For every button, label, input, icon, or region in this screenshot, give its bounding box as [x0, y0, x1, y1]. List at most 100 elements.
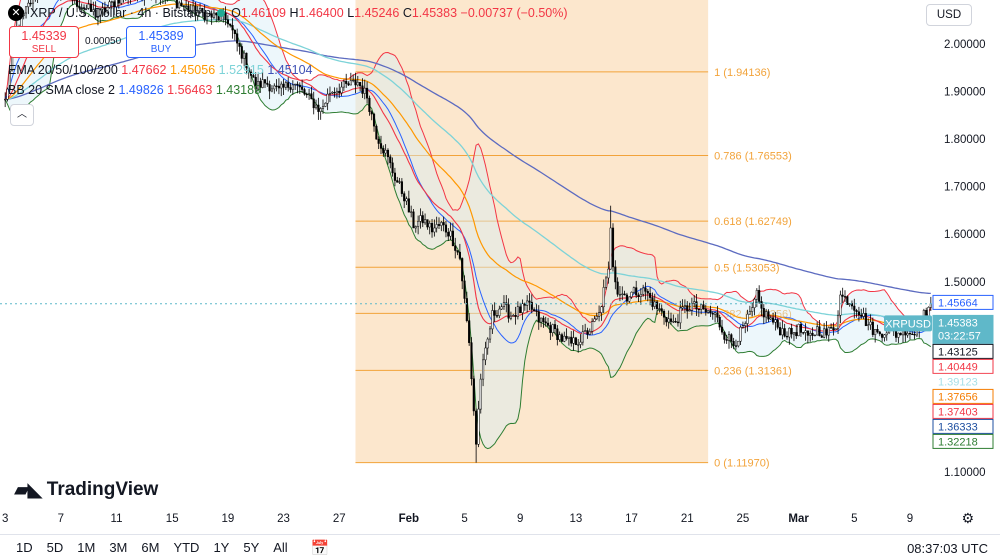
collapse-legend-chevron-up-icon[interactable]: ︿ [10, 104, 34, 126]
candle-body [881, 334, 883, 338]
candle-body [779, 327, 781, 335]
candle-body [744, 324, 746, 326]
candle-body [369, 98, 371, 112]
tradingview-logo[interactable]: ▰◣ TradingView [14, 477, 158, 502]
candle-body [563, 336, 565, 341]
candle-body [860, 315, 862, 316]
candle-body [814, 335, 816, 336]
x-tick-label: 13 [569, 513, 582, 525]
candle-body [494, 310, 496, 315]
candle-body [867, 325, 869, 326]
candle-body [450, 231, 452, 236]
candle-body [489, 329, 491, 339]
timeframe-5d[interactable]: 5D [40, 540, 71, 555]
candle-body [561, 335, 563, 342]
candle-body [452, 231, 454, 246]
candle-body [364, 88, 366, 93]
symbol-title[interactable]: XRP / U.S. Dollar · 4h · Bitstamp [30, 6, 211, 20]
bb-legend[interactable]: BB 20 SMA close 2 1.49826 1.56463 1.4318… [8, 83, 261, 97]
low-value: 1.45246 [354, 6, 399, 20]
price-tag: 1.37656 [933, 389, 993, 403]
candle-body [628, 297, 630, 301]
candle-body [410, 212, 412, 213]
candle-body [345, 81, 347, 83]
candle-body [508, 305, 510, 319]
candle-body [656, 302, 658, 309]
candle-body [823, 329, 825, 338]
candle-body [856, 310, 858, 311]
price-tag-value: 1.37656 [938, 391, 978, 403]
candle-body [603, 287, 605, 306]
gear-icon[interactable]: ⚙ [961, 510, 974, 527]
candle-body [554, 324, 556, 328]
timeframe-1m[interactable]: 1M [70, 540, 102, 555]
x-tick-label: 11 [111, 513, 123, 525]
timeframe-5y[interactable]: 5Y [236, 540, 266, 555]
candle-body [359, 82, 361, 86]
candle-body [280, 84, 282, 88]
candle-body [292, 85, 294, 90]
candle-body [294, 84, 296, 85]
candle-body [765, 312, 767, 317]
candle-body [631, 292, 633, 297]
utc-clock[interactable]: 08:37:03 UTC [907, 541, 988, 556]
candle-body [728, 335, 730, 341]
x-logo-icon[interactable]: ✕ [8, 5, 24, 21]
x-tick-label: 21 [681, 513, 694, 525]
candle-body [898, 333, 900, 337]
candle-body [679, 308, 681, 323]
candle-body [782, 328, 784, 334]
candle-body [550, 325, 552, 332]
market-open-dot-icon [217, 9, 225, 17]
candle-body [401, 182, 403, 194]
candle-body [584, 331, 586, 332]
timeframe-all[interactable]: All [266, 540, 294, 555]
candle-body [830, 327, 832, 328]
candle-body [775, 320, 777, 323]
timeframe-ytd[interactable]: YTD [166, 540, 206, 555]
candle-body [698, 309, 700, 310]
candle-body [791, 328, 793, 334]
calendar-range-icon[interactable]: 📅 [311, 539, 330, 557]
candle [798, 324, 800, 336]
candle-body [925, 310, 927, 316]
buy-button[interactable]: 1.45389 BUY [126, 26, 196, 58]
candle-body [338, 91, 340, 93]
candle-body [283, 84, 285, 87]
candle-body [408, 199, 410, 212]
timeframe-1y[interactable]: 1Y [206, 540, 236, 555]
candle-body [633, 288, 635, 293]
candle-body [635, 288, 637, 295]
sell-button[interactable]: 1.45339 SELL [9, 26, 79, 58]
candle-body [290, 88, 292, 90]
candle-body [610, 228, 612, 269]
candle-body [877, 329, 879, 332]
candle-body [608, 269, 610, 278]
timeframe-3m[interactable]: 3M [102, 540, 134, 555]
candle-body [638, 295, 640, 297]
candle-body [232, 25, 234, 30]
candle-body [826, 329, 828, 335]
candle [758, 285, 760, 304]
ema-legend[interactable]: EMA 20/50/100/200 1.47662 1.45056 1.5291… [8, 63, 313, 77]
candle-body [580, 342, 582, 344]
candle-body [445, 225, 447, 232]
candle-body [454, 246, 456, 251]
candle-body [475, 411, 477, 444]
timeframe-6m[interactable]: 6M [134, 540, 166, 555]
candle-body [800, 324, 802, 332]
candle-body [930, 304, 932, 308]
candle-body [540, 318, 542, 322]
timeframe-1d[interactable]: 1D [0, 540, 40, 555]
candle-body [355, 80, 357, 85]
candle-body [322, 107, 324, 109]
candle-body [236, 34, 238, 43]
candle [731, 333, 733, 348]
ohlc-values: O1.46109 H1.46400 L1.45246 C1.45383 −0.0… [231, 6, 567, 20]
candle-body [879, 332, 881, 334]
candle-body [350, 81, 352, 85]
candle-body [589, 331, 591, 334]
candle-body [431, 223, 433, 232]
currency-selector[interactable]: USD [926, 4, 972, 26]
